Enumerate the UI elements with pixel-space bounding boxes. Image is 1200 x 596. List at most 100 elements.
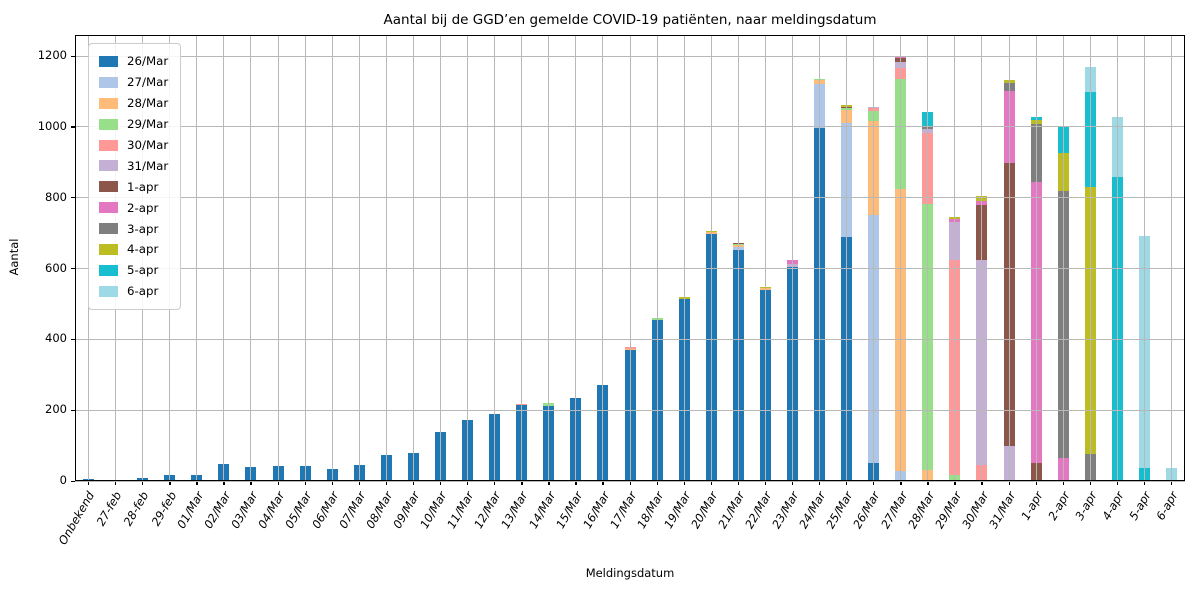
x-tick-mark [602, 481, 604, 485]
x-tick-mark [331, 481, 333, 485]
legend-swatch [99, 55, 118, 67]
gridline-vertical [521, 35, 523, 481]
x-tick-mark [927, 481, 929, 485]
gridline-vertical [927, 35, 929, 481]
x-tick-mark [629, 481, 631, 485]
legend-label: 31/Mar [127, 158, 169, 173]
x-tick-mark [439, 481, 442, 485]
x-tick-mark [494, 481, 496, 485]
gridline-vertical [277, 35, 279, 481]
gridline-vertical [250, 35, 252, 481]
gridline-vertical [494, 35, 496, 481]
x-tick-mark [954, 481, 956, 485]
legend-label: 3-apr [127, 221, 159, 236]
gridline-vertical [954, 35, 956, 481]
y-tick-label: 200 [45, 402, 67, 417]
legend-swatch [99, 181, 118, 193]
legend-item: 5-apr [99, 260, 168, 281]
gridline-vertical [1116, 35, 1118, 481]
gridline-vertical [629, 35, 631, 481]
legend-item: 3-apr [99, 218, 168, 239]
x-tick-label: 4-apr [1099, 489, 1127, 523]
x-tick-mark [385, 481, 388, 485]
gridline-vertical [683, 35, 685, 481]
y-tick-mark [71, 55, 75, 57]
x-tick-mark [764, 481, 767, 485]
x-tick-mark [819, 481, 821, 485]
x-tick-label: 6-apr [1153, 489, 1181, 523]
legend-swatch [99, 202, 118, 214]
gridline-vertical [1143, 35, 1145, 481]
x-tick-mark [521, 481, 523, 485]
legend-label: 2-apr [127, 200, 159, 215]
gridline-vertical [791, 35, 793, 481]
legend-label: 5-apr [127, 263, 159, 278]
x-tick-mark [467, 481, 469, 485]
x-tick-mark [548, 481, 550, 485]
legend-item: 28/Mar [99, 93, 168, 114]
gridline-vertical [412, 35, 414, 481]
gridline-vertical [1170, 35, 1172, 481]
legend-item: 1-apr [99, 176, 168, 197]
x-tick-mark [1089, 481, 1092, 485]
x-tick-mark [846, 481, 848, 485]
y-tick-mark [71, 197, 75, 199]
x-tick-label: 27-feb [94, 489, 125, 529]
y-tick-label: 1200 [37, 48, 67, 62]
gridline-vertical [439, 35, 441, 481]
x-tick-mark [142, 481, 144, 485]
legend-item: 4-apr [99, 239, 168, 260]
x-tick-mark [277, 481, 279, 485]
gridline-vertical [575, 35, 577, 481]
y-tick-mark [71, 126, 75, 128]
y-axis-label: Aantal [7, 238, 21, 276]
y-tick-mark [71, 480, 75, 482]
x-tick-label: 2-apr [1044, 489, 1073, 523]
x-tick-mark [88, 481, 90, 485]
x-tick-mark [981, 481, 983, 485]
legend-swatch [99, 264, 118, 276]
legend-item: 29/Mar [99, 114, 168, 135]
legend-swatch [99, 118, 118, 130]
gridline-vertical [737, 35, 739, 481]
x-tick-mark [358, 481, 361, 485]
y-tick-label: 400 [45, 331, 67, 346]
gridline-vertical [764, 35, 766, 481]
gridline-horizontal [75, 480, 1185, 482]
legend-item: 27/Mar [99, 72, 168, 93]
legend-swatch [99, 139, 118, 151]
y-tick-label: 1000 [37, 118, 67, 133]
x-tick-mark [656, 481, 658, 485]
chart-title: Aantal bij de GGD’en gemelde COVID-19 pa… [383, 12, 877, 28]
gridline-vertical [900, 35, 902, 481]
gridline-vertical [710, 35, 712, 481]
x-tick-label: 1-apr [1017, 489, 1046, 523]
x-tick-label: 28-feb [121, 489, 152, 529]
x-tick-mark [223, 481, 225, 485]
x-tick-mark [575, 481, 577, 485]
x-tick-mark [1116, 481, 1119, 485]
x-tick-mark [1008, 481, 1010, 485]
x-tick-mark [873, 481, 875, 485]
gridline-vertical [602, 35, 604, 481]
y-tick-mark [71, 338, 75, 341]
legend-label: 26/Mar [127, 54, 169, 69]
x-tick-mark [250, 481, 252, 485]
gridline-vertical [548, 35, 550, 481]
x-tick-label: 3-apr [1071, 489, 1100, 523]
gridline-vertical [385, 35, 387, 481]
gridline-vertical [981, 35, 983, 481]
legend-label: 27/Mar [127, 75, 169, 90]
x-tick-mark [304, 481, 306, 485]
legend-item: 6-apr [99, 281, 168, 302]
x-tick-mark [737, 481, 740, 485]
gridline-vertical [304, 35, 306, 481]
x-tick-mark [196, 481, 198, 485]
legend-item: 31/Mar [99, 155, 168, 176]
x-tick-mark [900, 481, 902, 485]
x-tick-label: Onbekend [56, 489, 98, 548]
legend-item: 26/Mar [99, 51, 168, 72]
legend-swatch [99, 97, 118, 109]
legend-label: 28/Mar [127, 96, 169, 111]
